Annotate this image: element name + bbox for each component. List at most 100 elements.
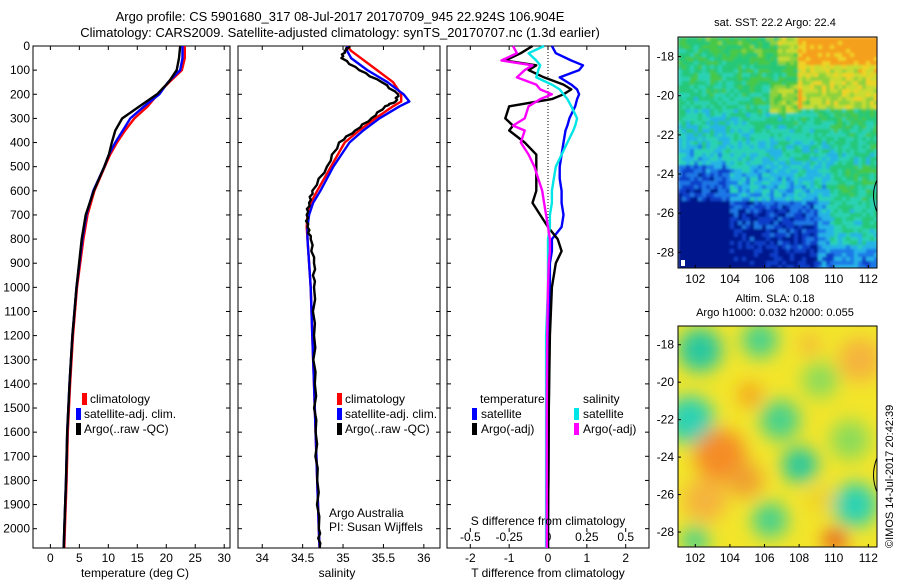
salinity-axes-frame xyxy=(237,45,441,549)
map-x-label: 104 xyxy=(720,551,740,565)
temperature-depth-ticks: 0 100 200 300 400 500 600 700 800 900 1000 1100 1200… xyxy=(3,39,230,536)
series-line-temperature-argo-adj- xyxy=(504,44,573,548)
legend-swatch-argo xyxy=(337,423,342,435)
sst-coastline xyxy=(873,179,878,213)
y-tick-label: 1200 xyxy=(3,329,30,343)
difference-depth-ticks xyxy=(447,45,649,530)
legend-swatch-satellite xyxy=(76,408,81,420)
imos-credit: ©IMOS 14-Jul-2017 20:42:39 xyxy=(884,405,896,548)
legend-label-climatology: climatology xyxy=(90,392,150,406)
series-line-argo-raw-qc- xyxy=(62,45,182,549)
y-tick-label: 700 xyxy=(10,208,30,222)
x-tick-label: 1 xyxy=(584,551,591,565)
x-tick-label: 0 xyxy=(47,551,54,565)
y-tick-label: 200 xyxy=(10,87,30,101)
legend-label-satellite: satellite-adj. clim. xyxy=(345,407,437,421)
sla-map-subtitle: Argo h1000: 0.032 h2000: 0.055 xyxy=(696,307,854,319)
map-y-label: -18 xyxy=(657,338,675,352)
annotation-pi: PI: Susan Wijffels xyxy=(329,520,423,534)
x-tick-label: 20 xyxy=(160,551,174,565)
x-tick-label: 34 xyxy=(256,551,270,565)
legend-swatch-satellite xyxy=(337,408,342,420)
map-y-label: -20 xyxy=(657,89,675,103)
map-y-label: -22 xyxy=(657,128,675,142)
x-tick-label: 15 xyxy=(131,551,145,565)
map-x-label: 106 xyxy=(755,551,775,565)
y-tick-label: 1000 xyxy=(3,280,30,294)
map-y-label: -18 xyxy=(657,50,675,64)
map-y-label: -24 xyxy=(657,167,675,181)
legend-label-sal-satellite: satellite xyxy=(583,407,624,421)
map-y-label: -26 xyxy=(657,488,675,502)
legend-label-climatology: climatology xyxy=(345,392,405,406)
temperature-xlabel: temperature (deg C) xyxy=(81,566,189,580)
temperature-legend: climatology satellite-adj. clim. Argo(..… xyxy=(76,392,176,436)
s-tick-label: -0.5 xyxy=(460,530,481,544)
y-tick-label: 1900 xyxy=(3,498,30,512)
map-x-label: 110 xyxy=(824,551,843,565)
y-tick-label: 1800 xyxy=(3,473,30,487)
salinity-series xyxy=(304,45,411,549)
map-x-label: 110 xyxy=(824,272,843,286)
x-tick-label: 10 xyxy=(102,551,116,565)
x-tick-label: 0 xyxy=(545,551,552,565)
x-tick-label: 30 xyxy=(218,551,232,565)
s-tick-label: 0.5 xyxy=(617,530,634,544)
y-tick-label: 1300 xyxy=(3,353,30,367)
y-tick-label: 400 xyxy=(10,136,30,150)
sst-map-image xyxy=(678,37,877,268)
map-y-label: -28 xyxy=(657,245,675,259)
map-x-label: 108 xyxy=(789,272,809,286)
header-line-2: Climatology: CARS2009. Satellite-adjuste… xyxy=(80,25,600,40)
y-tick-label: 1500 xyxy=(3,401,30,415)
x-tick-label: -1 xyxy=(504,551,515,565)
difference-series xyxy=(500,44,585,548)
map-x-label: 106 xyxy=(755,272,775,286)
x-tick-label: 2 xyxy=(622,551,629,565)
series-line-salinity-argo-adj- xyxy=(500,45,554,548)
x-tick-label: 5 xyxy=(76,551,83,565)
legend-label-argo: Argo(..raw -QC) xyxy=(345,422,430,436)
legend-label-sal-argo: Argo(-adj) xyxy=(583,422,636,436)
salinity-legend: climatology satellite-adj. clim. Argo(..… xyxy=(337,392,437,436)
salinity-x-ticks: 34 34.5 35 35.5 36 xyxy=(256,46,431,565)
legend-swatch-temp-argo xyxy=(472,423,477,435)
y-tick-label: 1100 xyxy=(4,304,30,318)
y-tick-label: 1700 xyxy=(3,449,30,463)
sla-map-ticks: 102 104 106 108 110 112 -18 -20 -22 -24 -26 -28 xyxy=(657,338,879,565)
y-tick-label: 800 xyxy=(10,232,30,246)
annotation-argo-australia: Argo Australia xyxy=(329,506,404,520)
x-tick-label: 35.5 xyxy=(372,551,396,565)
y-tick-label: 100 xyxy=(10,63,30,77)
x-tick-label: -2 xyxy=(465,551,476,565)
sst-map-frame xyxy=(677,36,878,269)
y-tick-label: 600 xyxy=(10,184,30,198)
salinity-panel: 34 34.5 35 35.5 36 salinity climatology sate… xyxy=(237,45,441,580)
temperature-series xyxy=(62,45,186,549)
map-x-label: 112 xyxy=(859,551,878,565)
map-x-label: 102 xyxy=(685,272,705,286)
difference-panel: -2 -1 0 1 2 -0.5 -0.25 0 0.25 0.5 S difference f… xyxy=(446,44,650,580)
legend-swatch-argo xyxy=(76,423,81,435)
x-tick-label: 36 xyxy=(417,551,431,565)
map-y-label: -24 xyxy=(657,450,675,464)
sst-map-panel: sat. SST: 22.2 Argo: 22.4 102 104 106 108 11… xyxy=(657,17,879,286)
sst-map-title: sat. SST: 22.2 Argo: 22.4 xyxy=(714,17,836,29)
y-tick-label: 1400 xyxy=(3,377,30,391)
y-tick-label: 300 xyxy=(10,111,30,125)
series-line-argo-raw-qc- xyxy=(304,45,400,549)
s-tick-label: -0.25 xyxy=(495,530,523,544)
difference-legend: temperature satellite Argo(-adj) salinit… xyxy=(472,392,636,436)
legend-title-salinity: salinity xyxy=(583,392,620,406)
map-y-label: -20 xyxy=(657,375,675,389)
t-difference-xlabel: T difference from climatology xyxy=(471,566,625,580)
y-tick-label: 1600 xyxy=(3,425,30,439)
map-x-label: 102 xyxy=(685,551,705,565)
legend-swatch-sal-argo xyxy=(574,423,579,435)
sla-coastline xyxy=(873,457,878,493)
y-tick-label: 500 xyxy=(10,160,30,174)
legend-swatch-climatology xyxy=(82,393,87,405)
temperature-x-ticks: 0 5 10 15 20 25 30 xyxy=(47,46,231,565)
map-x-label: 108 xyxy=(789,551,809,565)
legend-swatch-climatology xyxy=(337,393,342,405)
